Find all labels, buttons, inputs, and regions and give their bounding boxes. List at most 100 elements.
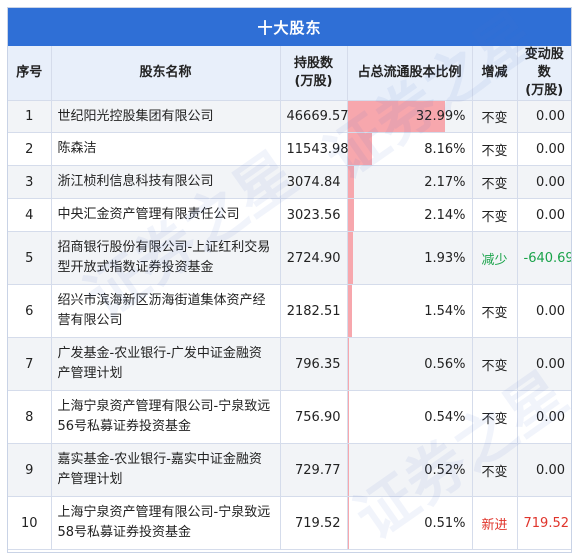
table-body: 1 世纪阳光控股集团有限公司 46669.57 32.99% 不变 0.00 2 陈森洁 115…: [8, 100, 571, 550]
header-change: 增减: [472, 46, 518, 101]
ratio-value: 2.14%: [424, 207, 466, 223]
change-status: 不变: [472, 284, 518, 338]
row-number: 5: [8, 231, 52, 285]
shares-held: 11543.98: [280, 132, 349, 166]
ratio-bar: [347, 338, 350, 390]
table-row: 10 上海宁泉资产管理有限公司-宁泉致远58号私募证券投资基金 719.52 0.51…: [8, 496, 571, 550]
shareholder-name: 广发基金-农业银行-广发中证金融资产管理计划: [51, 337, 281, 391]
change-status: 不变: [472, 132, 518, 166]
change-shares: -640.69: [517, 231, 571, 285]
header-name: 股东名称: [51, 46, 281, 101]
shares-held: 756.90: [280, 390, 348, 444]
shareholder-name: 上海宁泉资产管理有限公司-宁泉致远56号私募证券投资基金: [51, 390, 281, 444]
ratio-bar: [347, 497, 349, 549]
ratio-value: 1.54%: [424, 303, 466, 319]
ratio-bar: [347, 101, 445, 132]
change-status: 不变: [472, 337, 518, 391]
holding-ratio: 1.93%: [347, 231, 473, 285]
holding-ratio: 2.17%: [347, 165, 473, 199]
shares-held: 46669.57: [280, 100, 349, 133]
row-number: 2: [8, 132, 52, 166]
row-number: 3: [8, 165, 52, 199]
row-number: 9: [8, 443, 52, 497]
change-shares: 0.00: [517, 165, 571, 199]
holding-ratio: 32.99%: [347, 100, 473, 133]
row-number: 7: [8, 337, 52, 391]
table-row: 3 浙江桢利信息科技有限公司 3074.84 2.17% 不变 0.00: [8, 165, 571, 199]
shareholders-table: 序号 股东名称 持股数 (万股) 占总流通股本比例 增减 变动股数 (万股) 1 世纪…: [8, 46, 571, 550]
table-header-row: 序号 股东名称 持股数 (万股) 占总流通股本比例 增减 变动股数 (万股): [8, 46, 571, 101]
change-status: 不变: [472, 165, 518, 199]
shareholder-name: 中央汇金资产管理有限责任公司: [51, 198, 281, 232]
shareholder-name: 嘉实基金-农业银行-嘉实中证金融资产管理计划: [51, 443, 281, 497]
header-shares-line1: 持股数: [293, 56, 333, 71]
ratio-value: 0.56%: [424, 356, 466, 372]
header-shares-line2: (万股): [294, 74, 333, 89]
holding-ratio: 0.51%: [347, 496, 473, 550]
header-delta-line1: 变动股数: [524, 47, 564, 80]
change-shares: 0.00: [517, 100, 571, 133]
shareholders-panel: 十大股东 序号 股东名称 持股数 (万股) 占总流通股本比例 增减 变动股数 (万股…: [7, 7, 572, 553]
holding-ratio: 0.56%: [347, 337, 473, 391]
ratio-value: 1.93%: [424, 250, 466, 266]
ratio-bar: [347, 391, 350, 443]
shareholder-name: 绍兴市滨海新区沥海街道集体资产经营有限公司: [51, 284, 281, 338]
ratio-value: 0.51%: [424, 515, 466, 531]
ratio-bar: [347, 199, 354, 231]
header-ratio: 占总流通股本比例: [347, 46, 473, 101]
ratio-bar: [347, 444, 350, 496]
shareholder-name: 浙江桢利信息科技有限公司: [51, 165, 281, 199]
ratio-value: 2.17%: [424, 174, 466, 190]
header-shares: 持股数 (万股): [280, 46, 348, 101]
header-delta-line2: (万股): [525, 83, 564, 98]
panel-title: 十大股东: [8, 8, 571, 46]
change-shares: 0.00: [517, 443, 571, 497]
holding-ratio: 1.54%: [347, 284, 473, 338]
table-row: 2 陈森洁 11543.98 8.16% 不变 0.00: [8, 132, 571, 166]
table-row: 5 招商银行股份有限公司-上证红利交易型开放式指数证券投资基金 2724.90 1.9…: [8, 231, 571, 285]
shares-held: 796.35: [280, 337, 348, 391]
shareholder-name: 上海宁泉资产管理有限公司-宁泉致远58号私募证券投资基金: [51, 496, 281, 550]
change-status: 减少: [472, 231, 518, 285]
ratio-value: 0.54%: [424, 409, 466, 425]
table-row: 7 广发基金-农业银行-广发中证金融资产管理计划 796.35 0.56% 不变 0.00: [8, 337, 571, 391]
ratio-value: 32.99%: [415, 109, 466, 124]
shares-held: 2182.51: [280, 284, 348, 338]
change-shares: 0.00: [517, 198, 571, 232]
shares-held: 2724.90: [280, 231, 348, 285]
change-status: 新进: [472, 496, 518, 550]
shares-held: 3074.84: [280, 165, 348, 199]
change-status: 不变: [472, 198, 518, 232]
ratio-bar: [347, 133, 372, 165]
header-delta: 变动股数 (万股): [517, 46, 571, 101]
change-shares: 0.00: [517, 132, 571, 166]
table-row: 6 绍兴市滨海新区沥海街道集体资产经营有限公司 2182.51 1.54% 不变 0.00: [8, 284, 571, 338]
ratio-value: 0.52%: [424, 462, 466, 478]
ratio-bar: [347, 166, 354, 198]
row-number: 8: [8, 390, 52, 444]
change-shares: 0.00: [517, 337, 571, 391]
table-row: 9 嘉实基金-农业银行-嘉实中证金融资产管理计划 729.77 0.52% 不变 0.00: [8, 443, 571, 497]
ratio-value: 8.16%: [424, 141, 466, 157]
holding-ratio: 0.54%: [347, 390, 473, 444]
change-status: 不变: [472, 100, 518, 133]
table-row: 1 世纪阳光控股集团有限公司 46669.57 32.99% 不变 0.00: [8, 100, 571, 133]
change-status: 不变: [472, 443, 518, 497]
change-status: 不变: [472, 390, 518, 444]
shares-held: 729.77: [280, 443, 348, 497]
holding-ratio: 2.14%: [347, 198, 473, 232]
shares-held: 3023.56: [280, 198, 348, 232]
change-shares: 719.52: [517, 496, 571, 550]
row-number: 6: [8, 284, 52, 338]
table-row: 4 中央汇金资产管理有限责任公司 3023.56 2.14% 不变 0.00: [8, 198, 571, 232]
change-shares: 0.00: [517, 390, 571, 444]
change-shares: 0.00: [517, 284, 571, 338]
row-number: 10: [8, 496, 52, 550]
ratio-bar: [347, 285, 353, 337]
shares-held: 719.52: [280, 496, 348, 550]
row-number: 1: [8, 100, 52, 133]
ratio-bar: [347, 232, 354, 284]
holding-ratio: 8.16%: [347, 132, 473, 166]
row-number: 4: [8, 198, 52, 232]
header-no: 序号: [8, 46, 52, 101]
